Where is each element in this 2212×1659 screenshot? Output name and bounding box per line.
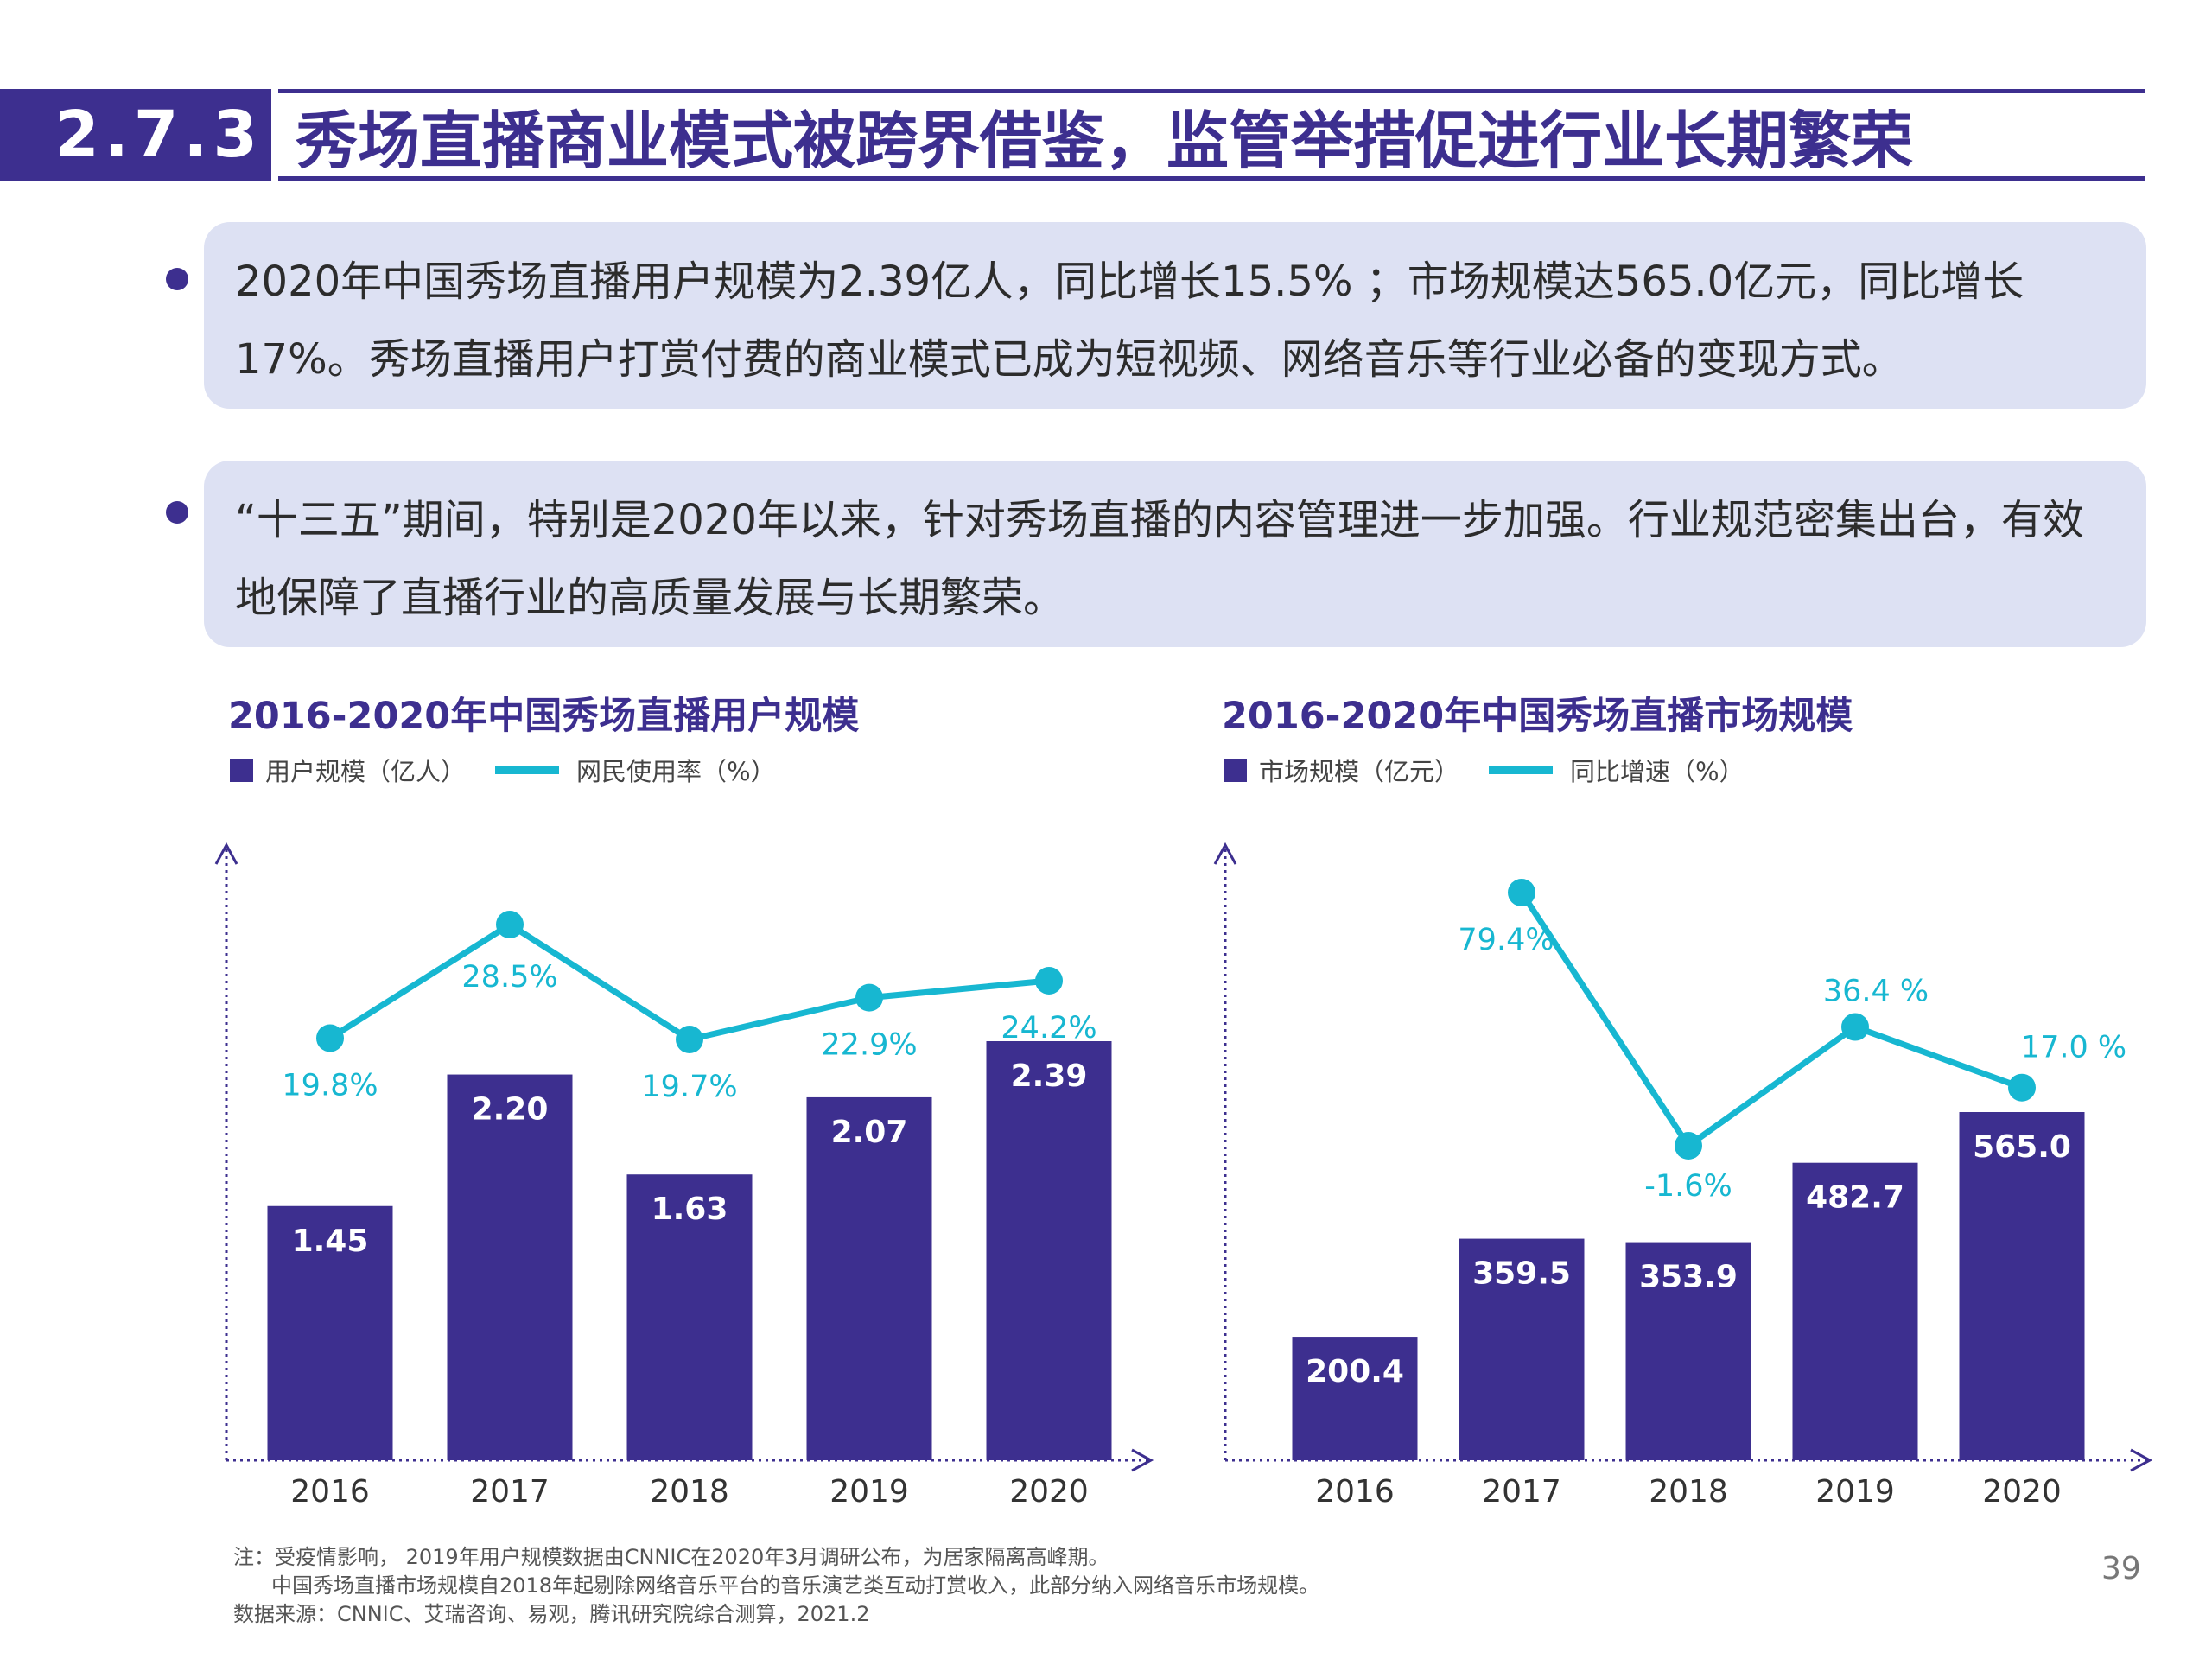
legend-line-label: 网民使用率（%） (576, 757, 776, 786)
bar-value-label: 2.20 (472, 1092, 549, 1128)
line-point (496, 911, 524, 938)
bar (806, 1096, 932, 1460)
bullet-text-1: 2020年中国秀场直播用户规模为2.39亿人，同比增长15.5% ；市场规模达5… (235, 257, 2024, 384)
bar (986, 1041, 1112, 1460)
bar-value-label: 1.63 (652, 1192, 728, 1227)
footnote-1: 注：受疫情影响， 2019年用户规模数据由CNNIC在2020年3月调研公布，为… (233, 1545, 1109, 1569)
line-point (676, 1026, 703, 1053)
legend-bar-label: 市场规模（亿元） (1259, 757, 1460, 786)
bar (447, 1074, 573, 1460)
line-value-label: 19.8% (282, 1068, 378, 1103)
bullet-dot (166, 268, 188, 290)
bullet-text-2: “十三五”期间，特别是2020年以来，针对秀场直播的内容管理进一步加强。行业规范… (235, 496, 2084, 622)
bar (626, 1174, 753, 1460)
legend-line-label: 同比增速（%） (1570, 757, 1745, 786)
x-tick-label: 2018 (650, 1474, 729, 1510)
chart-title-market: 2016-2020年中国秀场直播市场规模 (1222, 695, 1853, 738)
line-value-label: 28.5% (461, 960, 557, 995)
legend-market: 市场规模（亿元） 同比增速（%） (1224, 752, 1745, 788)
legend-line-swatch (495, 766, 560, 774)
footnote-2: 中国秀场直播市场规模自2018年起剔除网络音乐平台的音乐演艺类互动打赏收入，此部… (271, 1573, 1320, 1598)
x-tick-label: 2017 (470, 1474, 550, 1510)
line-value-label: 24.2% (1001, 1011, 1096, 1046)
legend-bar-swatch (1224, 758, 1247, 782)
page-number: 39 (2101, 1551, 2141, 1586)
bar-value-label: 2.39 (1011, 1058, 1088, 1094)
line-value-label: 19.7% (641, 1070, 737, 1104)
section-number: 2.7.3 (0, 89, 271, 181)
line-point (316, 1024, 344, 1052)
line-point (855, 983, 883, 1012)
bullet-box-1: 2020年中国秀场直播用户规模为2.39亿人，同比增长15.5% ；市场规模达5… (204, 222, 2146, 409)
bullet-dot (166, 501, 188, 524)
bar-value-label: 2.07 (831, 1115, 908, 1150)
legend-bar-label: 用户规模（亿人） (265, 757, 467, 786)
x-tick-label: 2020 (1009, 1474, 1089, 1510)
x-tick-label: 2019 (830, 1474, 909, 1510)
y-axis-arrow (214, 842, 238, 865)
page-title: 秀场直播商业模式被跨界借鉴，监管举措促进行业长期繁荣 (278, 89, 2145, 181)
legend-bar-swatch (230, 758, 253, 782)
x-axis-arrow (1131, 1448, 1154, 1472)
chart-title-users: 2016-2020年中国秀场直播用户规模 (228, 695, 860, 738)
bullet-box-2: “十三五”期间，特别是2020年以来，针对秀场直播的内容管理进一步加强。行业规范… (204, 461, 2146, 647)
x-tick-label: 2016 (290, 1474, 370, 1510)
legend-users: 用户规模（亿人） 网民使用率（%） (230, 752, 776, 788)
line-point (1035, 966, 1063, 995)
line-value-label: 22.9% (821, 1028, 917, 1063)
line-series (328, 921, 1050, 1043)
data-source: 数据来源：CNNIC、艾瑞咨询、易观，腾讯研究院综合测算，2021.2 (233, 1602, 870, 1626)
legend-line-swatch (1489, 766, 1554, 774)
bar-value-label: 1.45 (292, 1224, 369, 1259)
bar (267, 1205, 393, 1460)
